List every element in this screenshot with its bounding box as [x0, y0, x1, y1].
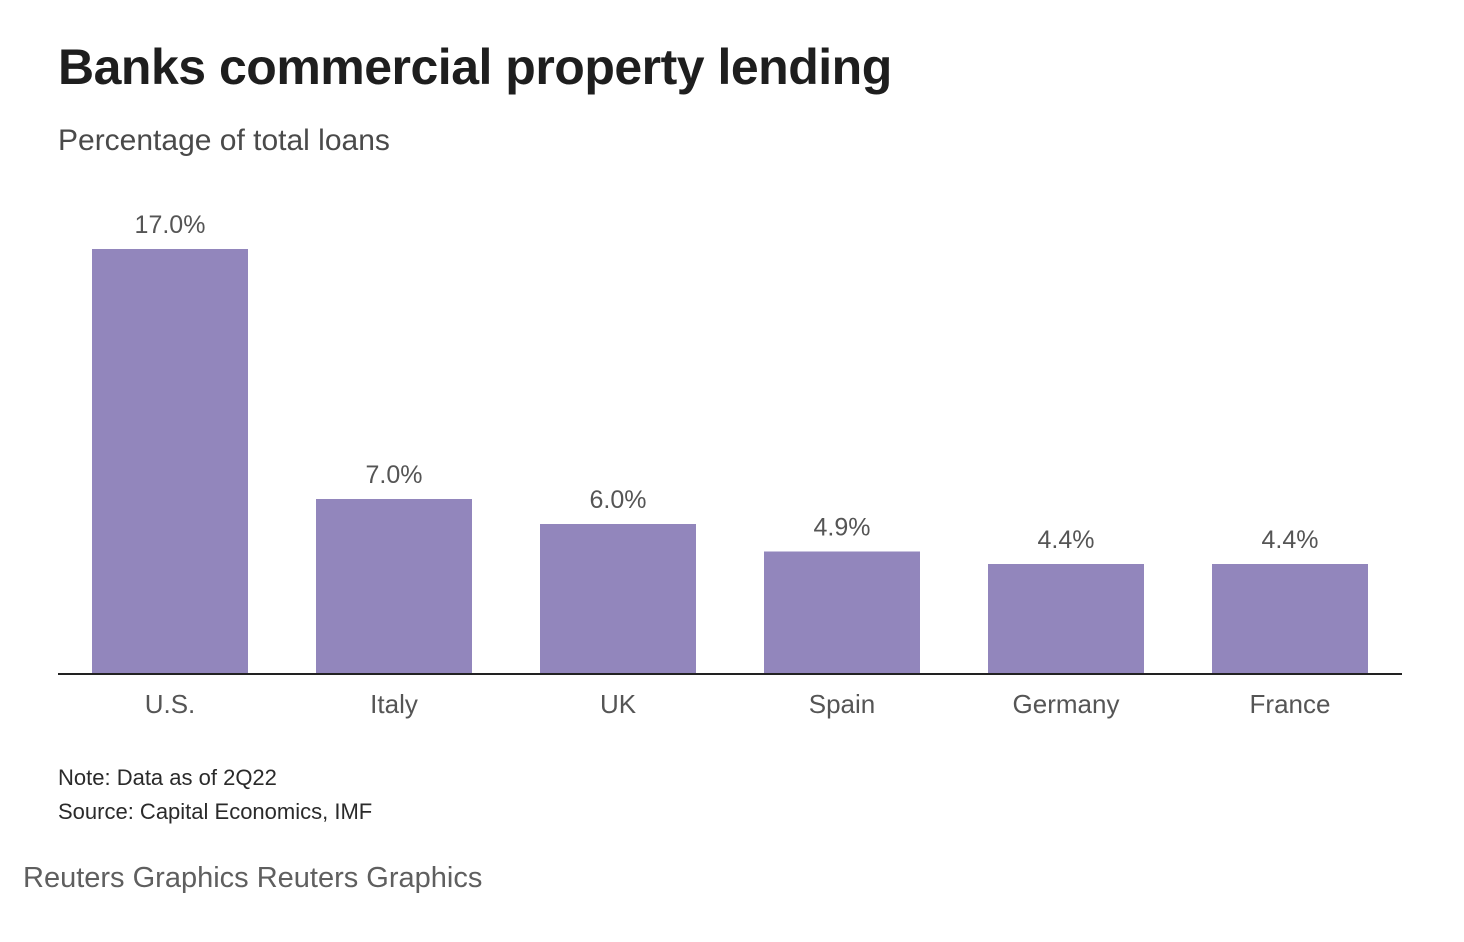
chart-title: Banks commercial property lending: [58, 39, 892, 95]
bar-italy: [316, 499, 472, 674]
bar-u-s: [92, 249, 248, 674]
category-labels-group: U.S. Italy UK Spain Germany France: [145, 689, 1331, 719]
value-label-u-s: 17.0%: [135, 211, 206, 239]
category-label-spain: Spain: [809, 689, 876, 719]
value-label-spain: 4.9%: [814, 514, 871, 542]
value-label-italy: 7.0%: [366, 461, 423, 489]
bar-germany: [988, 564, 1144, 674]
bars-group: [92, 249, 1368, 674]
category-label-u-s: U.S.: [145, 689, 196, 719]
category-label-france: France: [1250, 689, 1331, 719]
bar-spain: [764, 551, 920, 674]
category-label-italy: Italy: [370, 689, 418, 719]
chart-subtitle: Percentage of total loans: [58, 124, 390, 157]
value-labels-group: 17.0% 7.0% 6.0% 4.9% 4.4% 4.4%: [135, 211, 1319, 554]
bar-chart: 17.0% 7.0% 6.0% 4.9% 4.4% 4.4% U.S. Italy UK Spa…: [58, 211, 1402, 719]
chart-note: Note: Data as of 2Q22: [58, 765, 277, 790]
bar-uk: [540, 524, 696, 674]
value-label-france: 4.4%: [1262, 526, 1319, 554]
chart-source: Source: Capital Economics, IMF: [58, 799, 373, 824]
category-label-uk: UK: [600, 689, 637, 719]
value-label-uk: 6.0%: [590, 486, 647, 514]
chart-credit: Reuters Graphics Reuters Graphics: [23, 862, 483, 894]
value-label-germany: 4.4%: [1038, 526, 1095, 554]
category-label-germany: Germany: [1013, 689, 1120, 719]
bar-france: [1212, 564, 1368, 674]
